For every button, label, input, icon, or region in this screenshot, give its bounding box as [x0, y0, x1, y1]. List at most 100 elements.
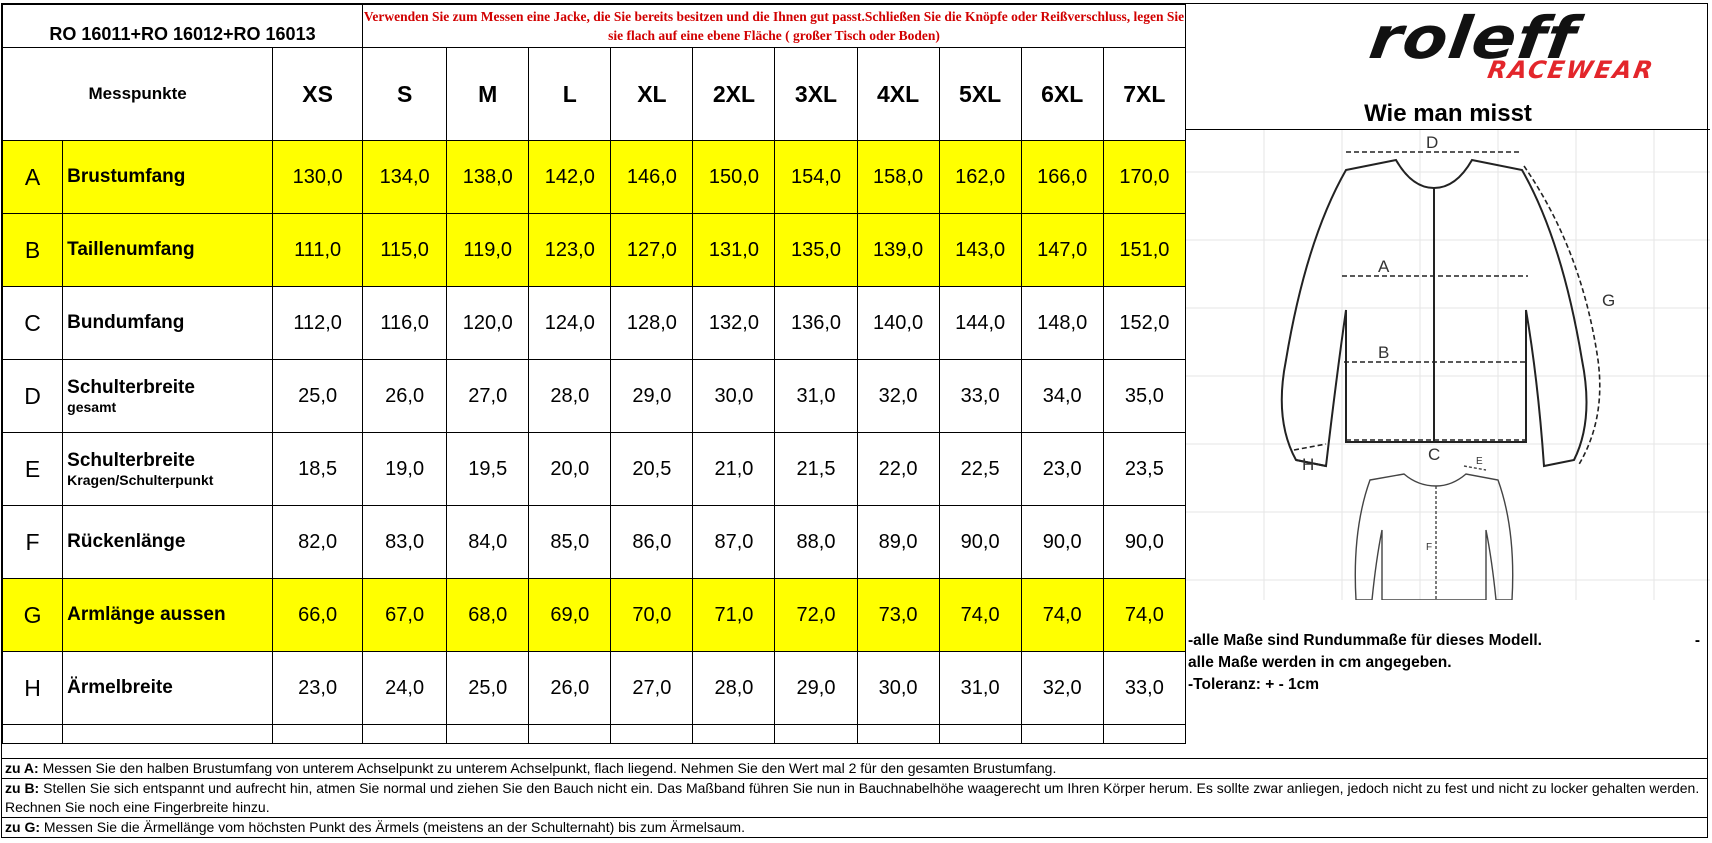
measure-name: Schulterbreite — [67, 376, 195, 398]
measure-value: 90,0 — [1102, 505, 1187, 579]
measure-name-cell: Schulterbreite Kragen/Schulterpunkt — [62, 432, 274, 506]
measure-value: 154,0 — [774, 140, 858, 214]
size-table: RO 16011+RO 16012+RO 16013 Verwenden Sie… — [1, 4, 1187, 744]
measure-points-header: Messpunkte — [1, 47, 274, 141]
measure-letter: A — [1, 140, 64, 214]
size-header: 7XL — [1102, 47, 1187, 141]
measure-name-cell: Brustumfang — [62, 140, 274, 214]
measure-value: 116,0 — [361, 286, 448, 360]
measure-value: 115,0 — [361, 213, 448, 287]
measure-subname: Kragen/Schulterpunkt — [67, 471, 214, 488]
measurement-row: H Ärmelbreite 23,0 24,0 25,0 26,0 27,0 28,0 29,0… — [1, 651, 1187, 725]
measure-value: 111,0 — [272, 213, 363, 287]
measure-value: 138,0 — [446, 140, 530, 214]
footer-instructions: zu A: Messen Sie den halben Brustumfang … — [2, 758, 1708, 838]
measure-letter: E — [1, 432, 64, 506]
measure-value: 23,5 — [1102, 432, 1187, 506]
size-header: 5XL — [938, 47, 1022, 141]
back-labels: E F — [1426, 456, 1483, 553]
measure-value: 151,0 — [1102, 213, 1187, 287]
measure-value: 27,0 — [610, 651, 694, 725]
measure-value: 23,0 — [1020, 432, 1104, 506]
measure-letter: D — [1, 359, 64, 433]
footer-label: zu G: — [5, 819, 40, 835]
size-header: L — [528, 47, 612, 141]
measurement-row: E Schulterbreite Kragen/Schulterpunkt 18,5 1… — [1, 432, 1187, 506]
label-a: A — [1378, 257, 1390, 276]
measure-letter: F — [1, 505, 64, 579]
measure-subname: gesamt — [67, 398, 117, 415]
measure-value: 31,0 — [774, 359, 858, 433]
label-c: C — [1428, 445, 1440, 464]
measure-name: Brustumfang — [67, 166, 186, 187]
measurement-row: B Taillenumfang 111,0 115,0 119,0 123,0 127,0 1… — [1, 213, 1187, 287]
measure-value: 82,0 — [272, 505, 363, 579]
measure-lines — [1293, 151, 1601, 467]
measure-value: 33,0 — [1102, 651, 1187, 725]
measure-name: Rückenlänge — [67, 531, 186, 552]
footer-text: Messen Sie den halben Brustumfang von un… — [38, 760, 1057, 776]
measure-value: 27,0 — [446, 359, 530, 433]
size-header: XL — [610, 47, 694, 141]
diagram-title: Wie man misst — [1364, 100, 1532, 127]
size-header: XS — [272, 47, 363, 141]
measure-value: 28,0 — [528, 359, 612, 433]
measure-value: 23,0 — [272, 651, 363, 725]
measure-value: 35,0 — [1102, 359, 1187, 433]
measure-value: 31,0 — [938, 651, 1022, 725]
label-e: E — [1476, 456, 1483, 467]
measure-value: 130,0 — [272, 140, 363, 214]
measure-value: 85,0 — [528, 505, 612, 579]
measure-value: 127,0 — [610, 213, 694, 287]
measure-value: 131,0 — [692, 213, 776, 287]
measurement-row: A Brustumfang 130,0 134,0 138,0 142,0 146,0 150… — [1, 140, 1187, 214]
measure-letter: C — [1, 286, 64, 360]
measure-value: 152,0 — [1102, 286, 1187, 360]
measure-value: 87,0 — [692, 505, 776, 579]
measure-value: 25,0 — [446, 651, 530, 725]
measurement-row: F Rückenlänge 82,0 83,0 84,0 85,0 86,0 87,0 88,0… — [1, 505, 1187, 579]
measure-value: 146,0 — [610, 140, 694, 214]
measure-value: 158,0 — [856, 140, 940, 214]
label-g: G — [1602, 291, 1615, 310]
measure-value: 26,0 — [528, 651, 612, 725]
measure-value: 25,0 — [272, 359, 363, 433]
model-numbers: RO 16011+RO 16012+RO 16013 — [2, 4, 363, 48]
note-line: -alle Maße sind Rundummaße für dieses Mo… — [1188, 632, 1542, 649]
measure-value: 73,0 — [856, 578, 940, 652]
measure-line-labels: D A B C G H — [1302, 133, 1615, 474]
measure-value: 22,5 — [938, 432, 1022, 506]
measure-value: 70,0 — [610, 578, 694, 652]
measure-value: 66,0 — [272, 578, 363, 652]
measure-name: Armlänge aussen — [67, 604, 226, 625]
measure-value: 120,0 — [446, 286, 530, 360]
measuring-notice: Verwenden Sie zum Messen eine Jacke, die… — [361, 4, 1187, 48]
measure-value: 71,0 — [692, 578, 776, 652]
footer-line: zu G: Messen Sie die Ärmellänge vom höch… — [2, 818, 1708, 838]
right-panel: roleff RACEWEAR Wie man misst — [1186, 4, 1710, 758]
measure-name-cell: Taillenumfang — [62, 213, 274, 287]
note-line: alle Maße werden in cm angegeben. — [1188, 654, 1452, 671]
measure-value: 89,0 — [856, 505, 940, 579]
measure-value: 140,0 — [856, 286, 940, 360]
table-spacer-row — [1, 724, 1187, 744]
measure-name-cell: Armlänge aussen — [62, 578, 274, 652]
measure-value: 33,0 — [938, 359, 1022, 433]
size-header: 3XL — [774, 47, 858, 141]
measure-value: 83,0 — [361, 505, 448, 579]
measure-value: 166,0 — [1020, 140, 1104, 214]
jacket-back-outline — [1354, 465, 1514, 600]
measure-value: 20,5 — [610, 432, 694, 506]
measure-value: 144,0 — [938, 286, 1022, 360]
measure-name: Bundumfang — [67, 312, 185, 333]
measure-name: Ärmelbreite — [67, 677, 173, 698]
size-header: M — [446, 47, 530, 141]
measure-letter: B — [1, 213, 64, 287]
measure-value: 134,0 — [361, 140, 448, 214]
measure-name-cell: Rückenlänge — [62, 505, 274, 579]
measure-value: 29,0 — [774, 651, 858, 725]
label-d: D — [1426, 133, 1438, 152]
measure-value: 21,5 — [774, 432, 858, 506]
measure-value: 128,0 — [610, 286, 694, 360]
measure-name-cell: Bundumfang — [62, 286, 274, 360]
